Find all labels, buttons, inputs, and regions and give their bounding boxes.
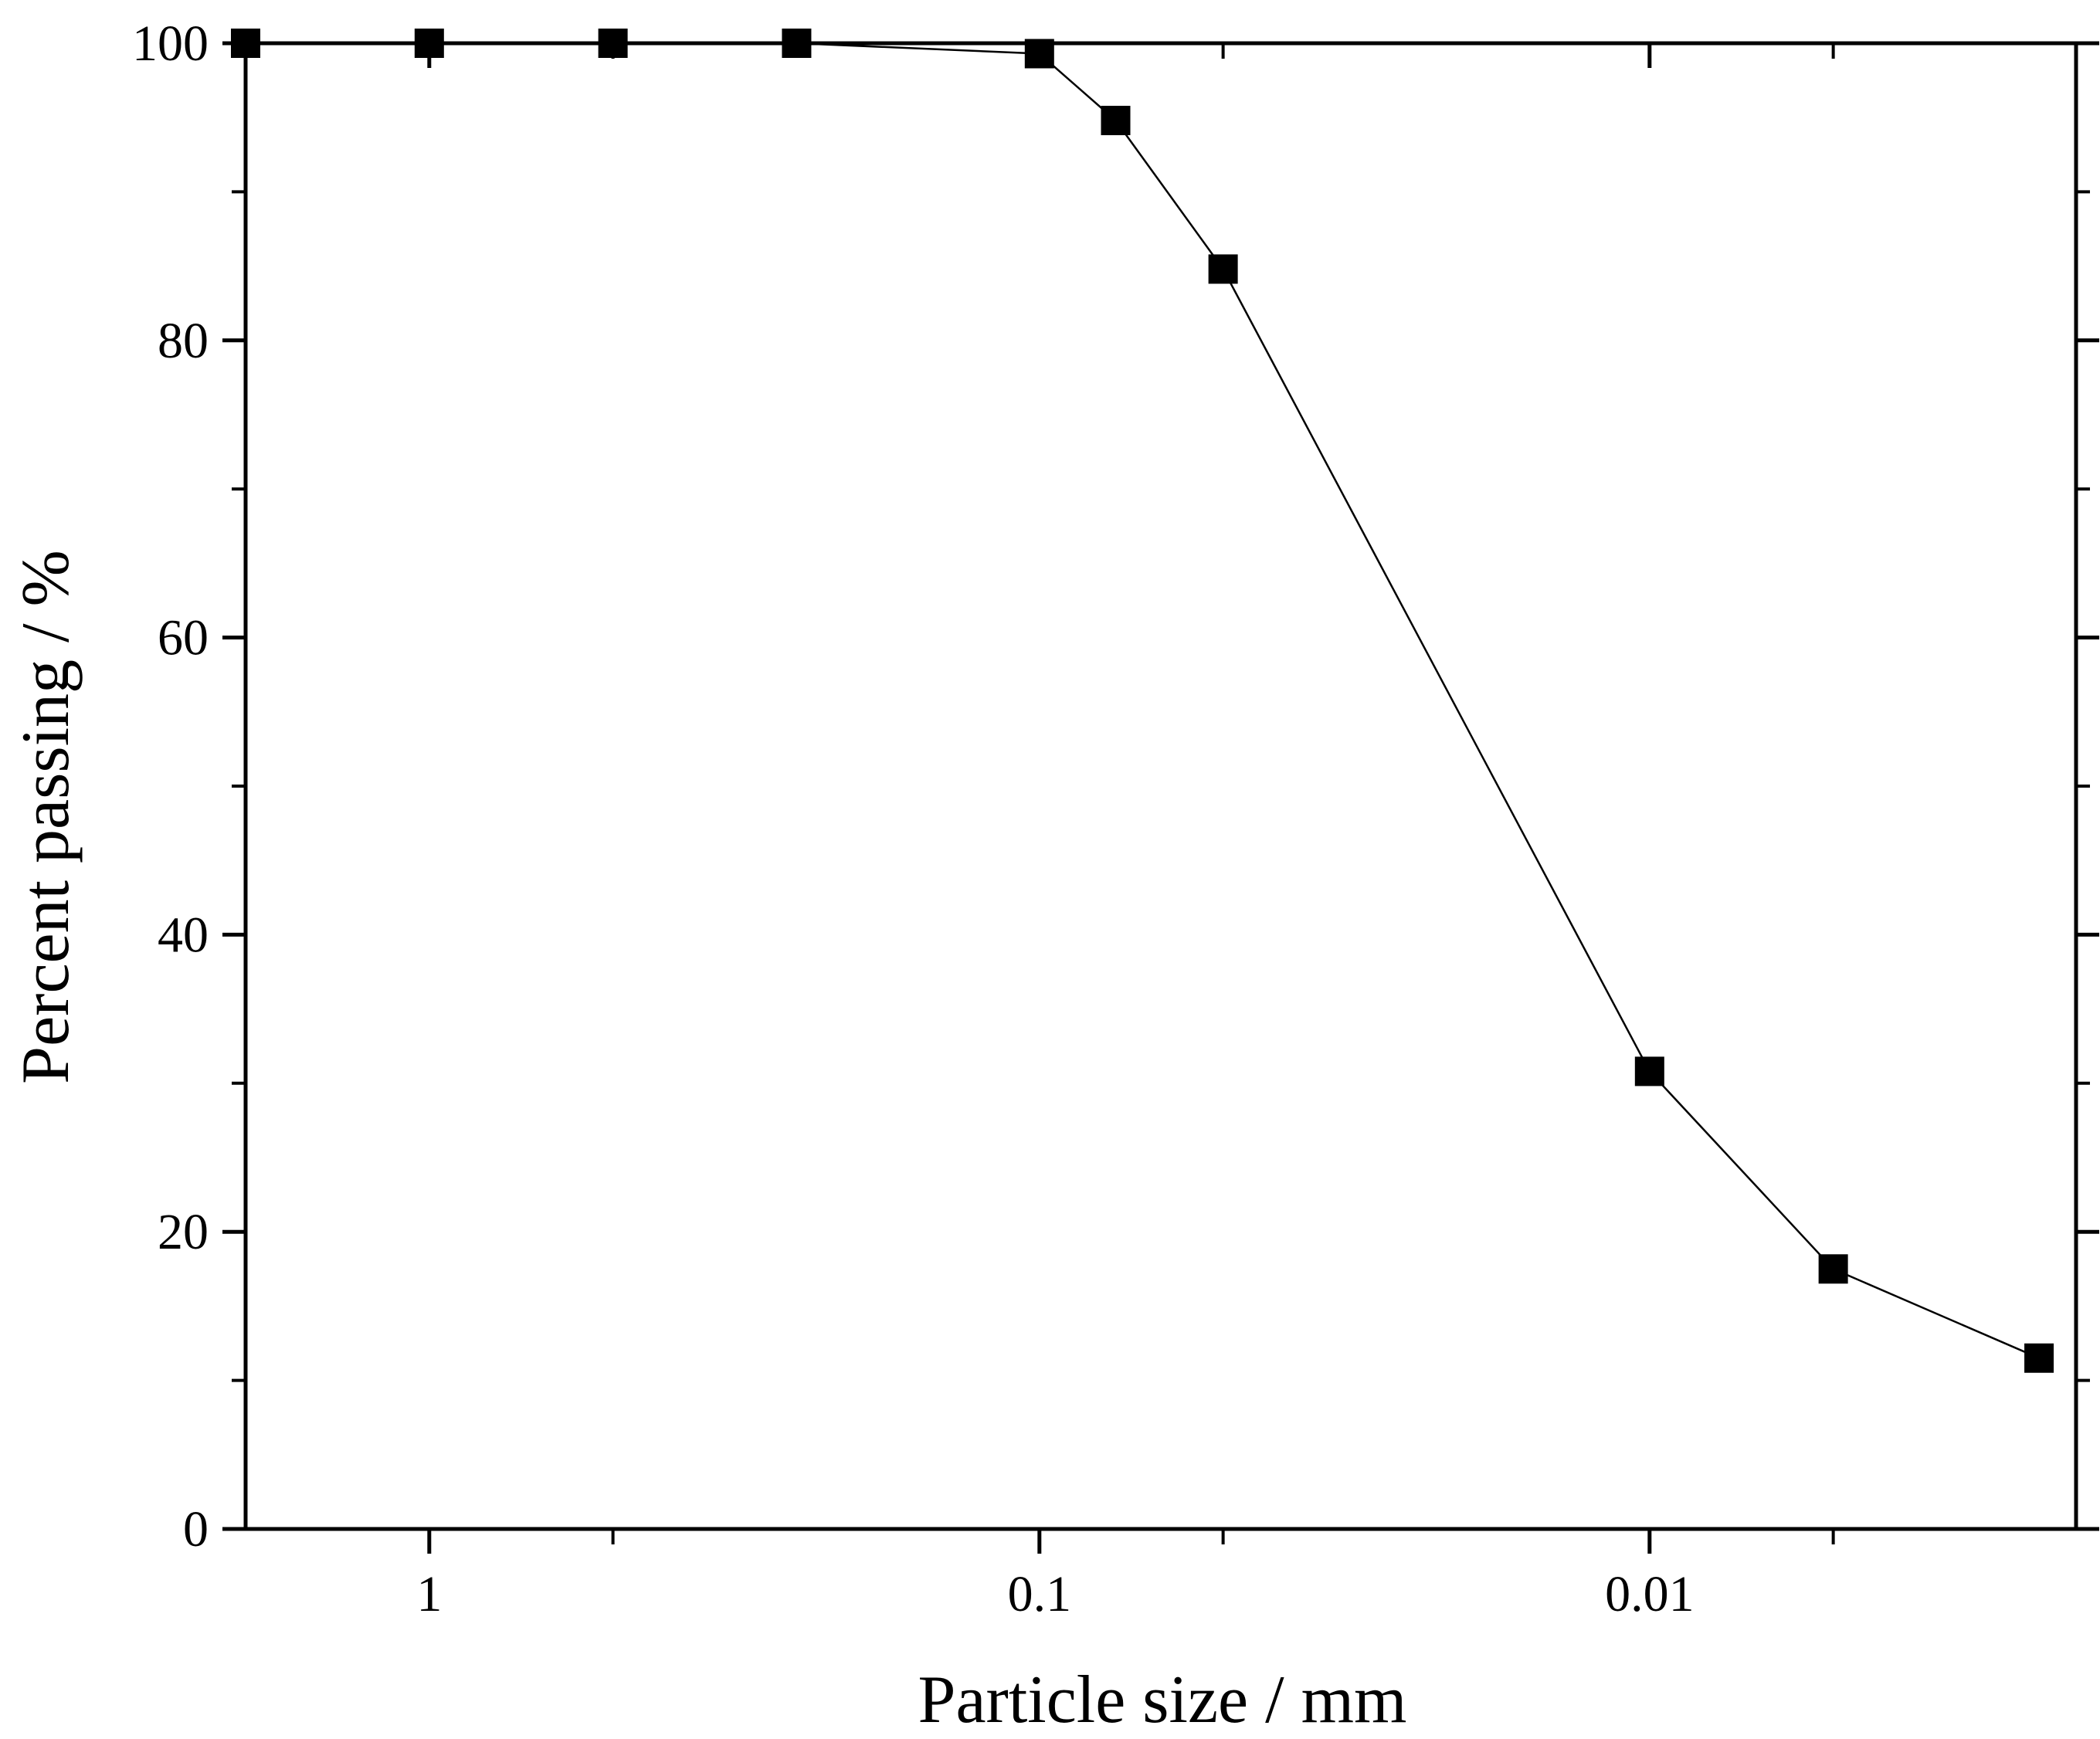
- y-axis-ticks: 0 20 40 60 80 100: [132, 15, 2099, 1558]
- data-point-marker: [1818, 1254, 1848, 1284]
- series-layer: [231, 29, 2054, 1373]
- x-tick-label: 0.01: [1605, 1566, 1695, 1622]
- plot-frame: [243, 41, 2078, 1531]
- data-point-marker: [1634, 1056, 1664, 1086]
- x-tick-label: 1: [416, 1566, 442, 1622]
- y-tick-label: 80: [158, 313, 209, 369]
- x-axis-label: Particle size / mm: [918, 1663, 1407, 1737]
- y-tick-label: 100: [132, 15, 209, 72]
- data-point-marker: [1101, 106, 1131, 136]
- y-tick-label: 0: [183, 1501, 209, 1558]
- y-tick-label: 20: [158, 1204, 209, 1260]
- data-point-marker: [1208, 254, 1238, 284]
- data-point-marker: [2024, 1343, 2054, 1373]
- series-line: [246, 42, 2040, 1359]
- y-tick-label: 40: [158, 907, 209, 963]
- y-tick-label: 60: [158, 610, 209, 666]
- y-axis-label: Percent passing / %: [8, 550, 83, 1084]
- x-axis-ticks: 1 0.1 0.01: [416, 43, 1835, 1622]
- x-tick-label: 0.1: [1008, 1566, 1072, 1622]
